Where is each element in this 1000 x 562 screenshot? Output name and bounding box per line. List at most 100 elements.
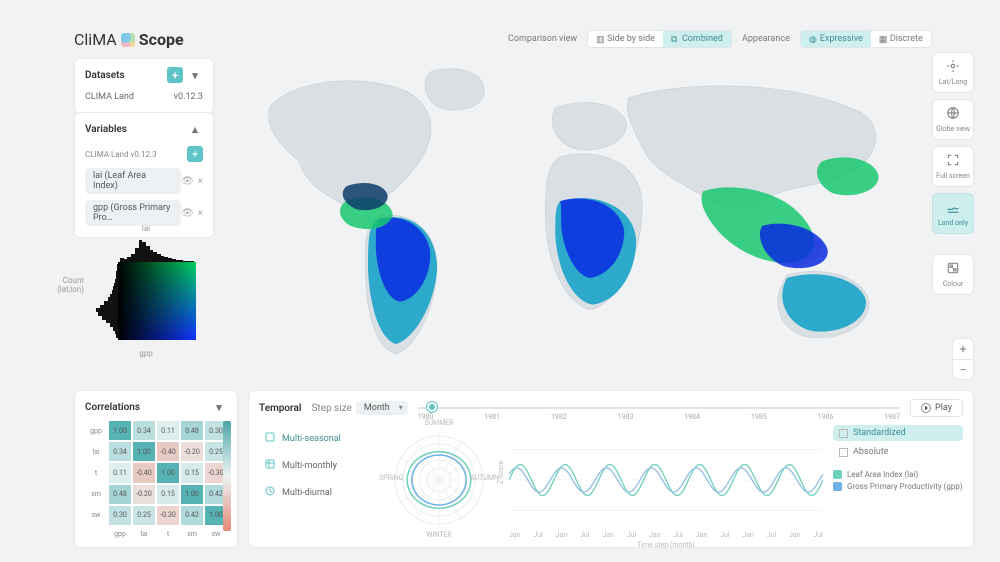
series-legend-item: Leaf Area Index (lai) [833,470,963,479]
normalize-option[interactable]: Standardized [833,425,963,441]
corr-cell[interactable]: -0.40 [157,442,179,461]
dataset-row[interactable]: CLIMA Land v0.12.3 [85,89,203,105]
temporal-mode-option[interactable]: Multi-monthly [259,454,369,477]
segment-option[interactable]: ▥Side by side [588,31,663,47]
comparison-segmented[interactable]: ▥Side by side⧉Combined [587,30,732,48]
eye-icon[interactable]: 👁 [181,176,194,187]
datasets-panel: Datasets + ▾ CLIMA Land v0.12.3 [74,58,214,114]
logo-prefix: CliMA [74,30,117,49]
correlations-title: Correlations [85,402,140,413]
polar-season-label: AUTUMN [470,474,499,482]
zoom-in-button[interactable]: + [953,339,973,359]
legend-left-axis: Count(lat,lon) [54,277,84,295]
step-size-select[interactable]: Month [356,401,408,415]
world-map[interactable] [230,52,920,370]
combined-icon: ⧉ [671,35,679,43]
corr-cell[interactable]: 0.34 [109,442,131,461]
temporal-title: Temporal [259,403,301,414]
logo-badge-icon [121,33,135,47]
timeseries-chart: Z-score JanJulJanJulJanJulJanJulJanJulJa… [509,421,823,539]
corr-cell[interactable]: -0.30 [157,506,179,525]
mode-icon [264,431,276,446]
colour-button[interactable]: Colour [932,254,974,295]
globeview-button[interactable]: Globe view [932,99,974,140]
normalize-panel: Standardized Absolute Leaf Area Index (la… [833,421,963,539]
play-icon [925,406,928,410]
step-size-label: Step size [311,403,351,414]
correlations-colorbar [223,421,231,531]
normalize-option[interactable]: Absolute [833,444,963,460]
polar-season-label: WINTER [426,531,451,539]
dataset-version: v0.12.3 [174,92,203,102]
view-toolbar: Lat/Long Globe view Full screen Land only Co… [932,52,974,295]
fullscreen-button[interactable]: Full screen [932,146,974,187]
appearance-segmented[interactable]: ◍Expressive▦Discrete [800,30,932,48]
appearance-toggle-group: Appearance ◍Expressive▦Discrete [742,30,932,48]
checkbox-icon [839,429,848,438]
segment-option[interactable]: ⧉Combined [663,31,731,47]
landonly-button[interactable]: Land only [932,193,974,234]
corr-cell[interactable]: -0.20 [181,442,203,461]
legend-hist-y [96,262,118,340]
corr-cell[interactable]: -0.20 [133,485,155,504]
correlations-matrix: gpp1.000.340.110.480.30lai0.341.00-0.40-… [85,421,227,541]
corr-cell[interactable]: 0.25 [133,506,155,525]
remove-variable-button[interactable]: × [198,176,203,187]
app-logo: CliMA Scope [74,30,184,49]
corr-cell[interactable]: 0.15 [157,485,179,504]
eye-icon[interactable]: 👁 [181,208,194,219]
polar-season-label: SPRING [379,474,404,482]
corr-cell[interactable]: 1.00 [157,463,179,482]
landonly-icon [946,200,960,216]
corr-cell[interactable]: 0.15 [181,463,203,482]
corr-cell[interactable]: 1.00 [109,421,131,440]
variables-panel: Variables ▴ CLIMA Land v0.12.3 + lai (Le… [74,112,214,238]
timeseries-y-label: Z-score [497,461,505,484]
corr-cell[interactable]: 0.30 [109,506,131,525]
corr-cell[interactable]: 0.48 [109,485,131,504]
latlong-button[interactable]: Lat/Long [932,52,974,93]
latlong-icon [946,59,960,75]
globeview-icon [946,106,960,122]
variable-chip[interactable]: lai (Leaf Area Index) [85,168,181,194]
corr-cell[interactable]: 0.34 [133,421,155,440]
corr-cell[interactable]: 0.48 [181,421,203,440]
temporal-modes: Multi-seasonal Multi-monthly Multi-diurnal [259,421,369,539]
datasets-collapse-button[interactable]: ▾ [187,67,203,83]
temporal-panel: Temporal Step size Month 198019811982198… [248,390,974,548]
bivariate-legend: lai Count(lat,lon) gpp [86,226,206,346]
discrete-icon: ▦ [879,35,887,43]
sidebyside-icon: ▥ [596,35,604,43]
corr-cell[interactable]: 1.00 [181,485,203,504]
correlations-collapse-button[interactable]: ▾ [211,399,227,415]
corr-cell[interactable]: 0.11 [109,463,131,482]
temporal-mode-option[interactable]: Multi-seasonal [259,427,369,450]
add-dataset-button[interactable]: + [167,67,183,83]
expressive-icon: ◍ [809,35,817,43]
series-legend-item: Gross Primary Productivity (gpp) [833,482,963,491]
comparison-toggle-group: Comparison view ▥Side by side⧉Combined [508,30,732,48]
corr-cell[interactable]: 1.00 [133,442,155,461]
legend-top-axis: lai [86,224,206,233]
variable-group: CLIMA Land v0.12.3 [85,150,157,159]
datasets-title: Datasets [85,70,125,81]
time-slider[interactable]: 19801981198219831984198519861987 [418,399,900,417]
legend-colormap [118,262,196,340]
remove-variable-button[interactable]: × [198,208,203,219]
zoom-control: + − [952,338,974,380]
corr-cell[interactable]: 0.42 [181,506,203,525]
segment-option[interactable]: ▦Discrete [871,31,931,47]
segment-option[interactable]: ◍Expressive [801,31,871,47]
temporal-mode-option[interactable]: Multi-diurnal [259,481,369,504]
play-button[interactable]: Play [910,399,963,417]
mode-icon [264,485,276,500]
add-variable-button[interactable]: + [187,146,203,162]
variables-title: Variables [85,124,127,135]
corr-cell[interactable]: -0.40 [133,463,155,482]
corr-cell[interactable]: 0.11 [157,421,179,440]
variable-chip[interactable]: gpp (Gross Primary Pro… [85,200,181,226]
zoom-out-button[interactable]: − [953,359,973,379]
variables-collapse-button[interactable]: ▴ [187,121,203,137]
polar-season-label: SUMMER [424,419,453,427]
appearance-label: Appearance [742,34,790,44]
